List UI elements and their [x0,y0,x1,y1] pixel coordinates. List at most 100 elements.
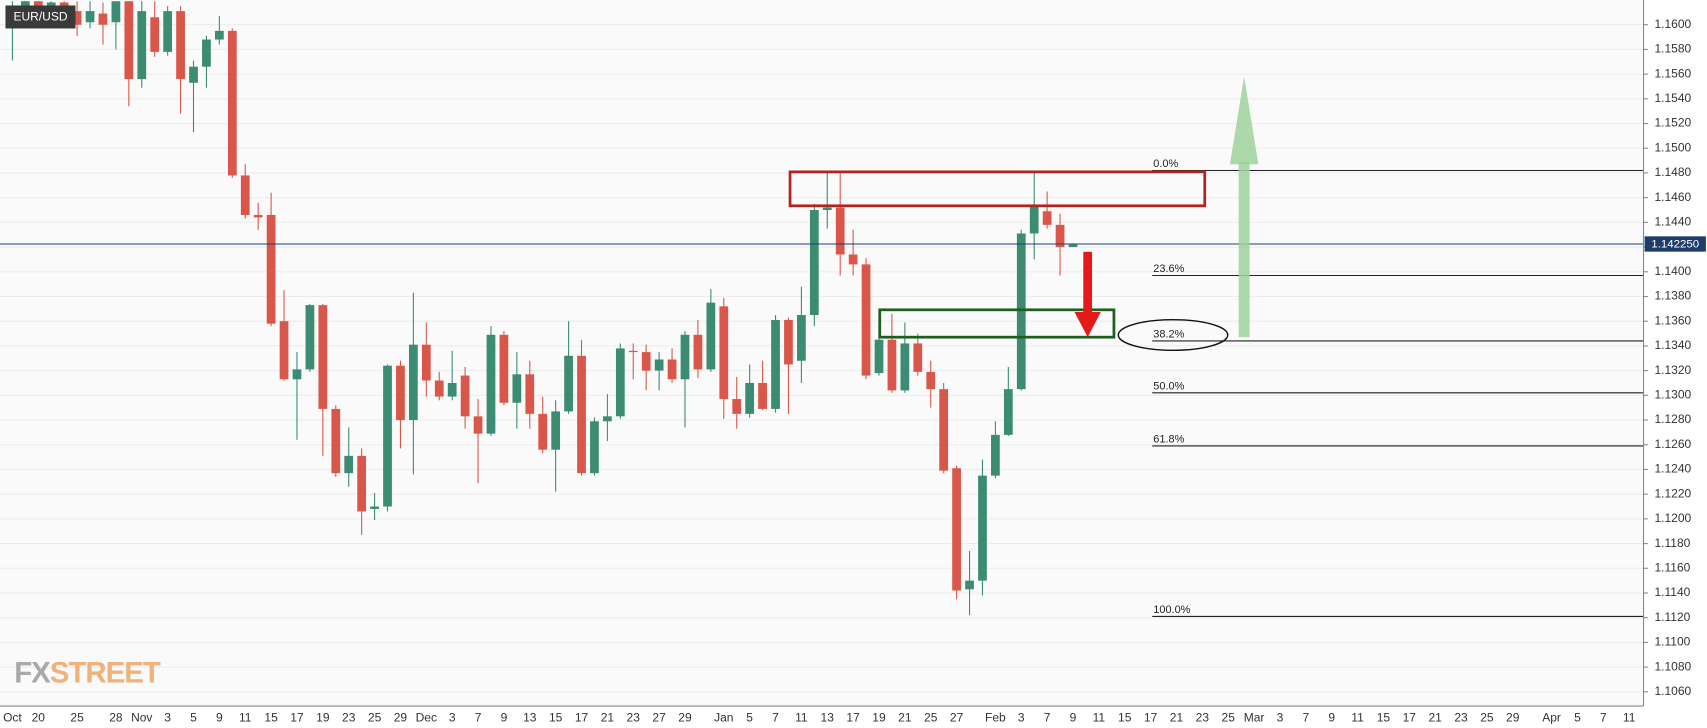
plot-area [0,0,1644,706]
grid [0,24,1644,693]
candle-body [383,365,392,507]
overlay: 0.0% 23.6% 38.2% 50.0% 61.8% 100.0% [0,158,1644,618]
x-tick-label: 17 [1403,710,1417,724]
candle-body [189,66,198,83]
x-tick-label: 23 [1454,710,1468,724]
y-tick-label: 1.1060 [1654,684,1691,698]
candle-body [512,374,522,403]
y-tick-label: 1.1080 [1654,659,1691,673]
y-tick-label: 1.1200 [1654,511,1691,525]
y-tick-label: 1.1400 [1654,264,1691,278]
candle-body [771,319,780,409]
x-tick-label: 25 [70,710,84,724]
candle-body [590,421,599,474]
x-tick-label: 17 [290,710,304,724]
x-tick-label: 21 [601,710,615,724]
candle-body [822,207,832,211]
fib-label: 61.8% [1153,434,1184,446]
x-tick-label: 7 [772,710,779,724]
candle-body [72,11,82,25]
y-tick-label: 1.1340 [1654,338,1691,352]
y-tick-label: 1.1240 [1654,462,1691,476]
candle-body [1042,211,1052,225]
y-tick-label: 1.1320 [1654,363,1691,377]
candle-body [680,334,690,380]
candle-body [499,334,509,403]
fib-label: 100.0% [1153,604,1190,616]
candle-body [331,408,341,474]
candle-body [292,369,302,380]
candle-body [758,382,767,409]
resistance-box [788,170,1207,208]
candle-body [305,305,315,370]
x-tick-label: 5 [746,710,753,724]
candle-body [719,306,729,400]
x-tick-label: 25 [368,710,382,724]
candle-body [266,214,276,324]
candle-body [978,475,987,581]
down-arrow-head [1074,312,1101,338]
x-tick-label: 23 [342,710,356,724]
candle-body [240,175,250,215]
x-tick-label: 5 [1574,710,1581,724]
candle-body [421,344,431,381]
x-tick-label: 28 [109,710,123,724]
fib-label: 23.6% [1153,263,1184,275]
candle-body [835,207,845,255]
candle-body [551,411,561,450]
candle-body [732,399,742,414]
candle-body [641,352,651,371]
candle-body [202,39,211,67]
down-arrow-shaft [1083,251,1093,314]
x-tick-label: 17 [1144,710,1158,724]
candle-body [991,434,1000,476]
candle-body [654,359,664,371]
candle-body [874,339,884,374]
fib-label: 38.2% [1153,329,1184,341]
x-tick-label: Dec [416,710,437,724]
candles [8,1,1078,616]
candle-body [577,355,586,474]
x-tick-label: 21 [898,710,912,724]
x-tick-label: Nov [131,710,152,724]
candle-body [603,416,612,422]
candle-body [615,348,625,417]
candle-body [396,365,405,421]
candle-body [98,13,108,25]
y-tick-label: 1.1500 [1654,140,1691,154]
candle-body [344,455,354,474]
watermark-left: FX [14,656,51,689]
x-tick-label: 21 [1428,710,1442,724]
candle-body [797,315,806,361]
x-tick-label: 15 [1118,710,1132,724]
candle-body [887,339,897,391]
current-price-box [1644,236,1706,252]
candle-body [706,302,716,370]
symbol-tag [5,5,76,29]
x-tick-label: 29 [394,710,408,724]
y-tick-label: 1.1360 [1654,313,1691,327]
candle-body [253,214,263,218]
candle-body [913,343,923,372]
x-tick-label: 7 [475,710,482,724]
x-tick-label: 9 [216,710,223,724]
x-tick-label: 13 [821,710,835,724]
x-tick-label: 21 [1170,710,1184,724]
x-tick-label: 9 [1328,710,1335,724]
y-tick-label: 1.1520 [1654,116,1691,130]
x-tick-label: Jan [714,710,733,724]
x-tick-label: 17 [846,710,860,724]
candle-body [460,375,470,417]
candle-body [111,1,121,23]
x-tick-label: Mar [1244,710,1265,724]
x-tick-label: 3 [1018,710,1025,724]
x-tick-label: 9 [1070,710,1077,724]
y-tick-label: 1.1140 [1654,585,1690,599]
x-tick-label: Feb [985,710,1006,724]
y-tick-label: 1.1380 [1654,289,1691,303]
candle-body [1016,233,1026,390]
watermark-right: STREET [50,656,161,689]
candle-body [965,580,974,590]
y-tick-label: 1.1300 [1654,388,1691,402]
y-tick-label: 1.1100 [1654,635,1690,649]
